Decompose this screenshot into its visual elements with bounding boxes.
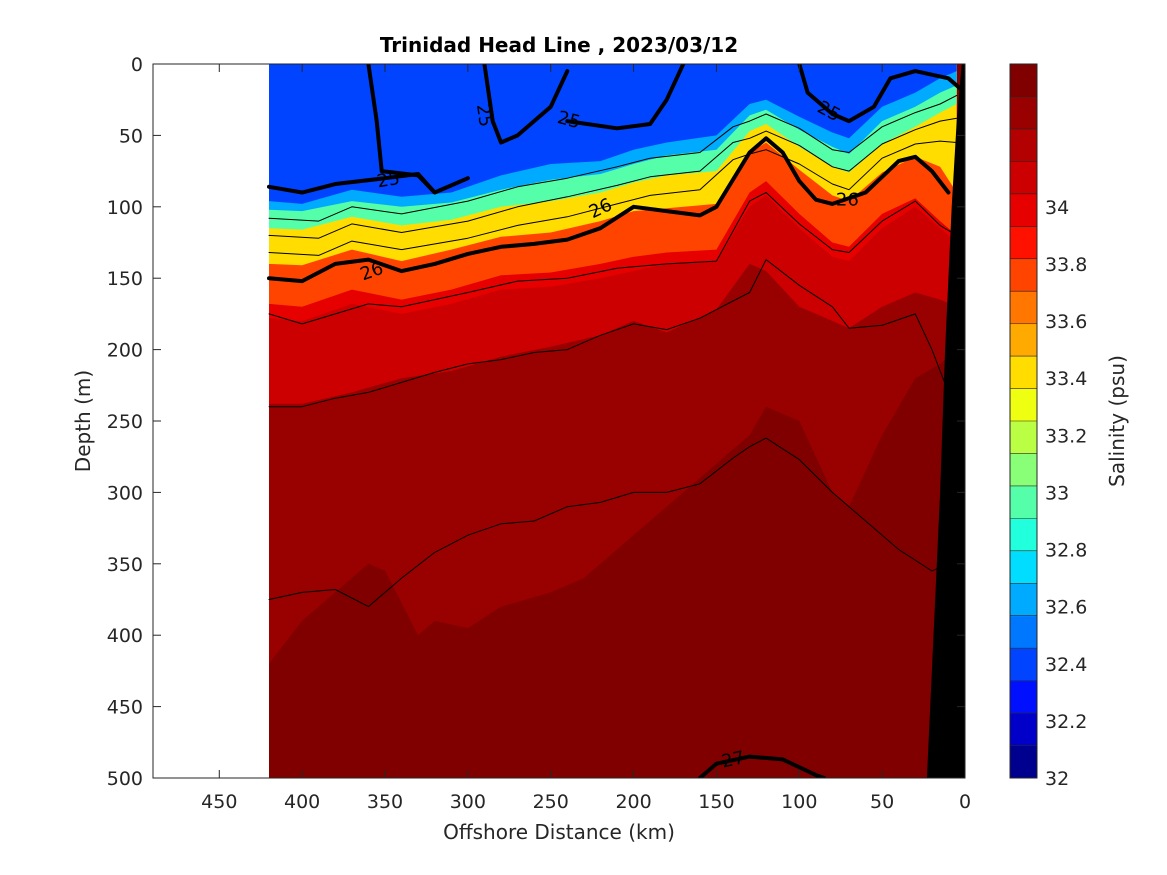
colorbar-bin (1010, 128, 1037, 162)
density-contour-bold (267, 136, 951, 284)
y-axis-title: Depth (m) (71, 370, 95, 472)
colorbar-tick-label: 32.6 (1045, 597, 1087, 619)
density-contour-thin (268, 259, 949, 408)
bottom-bathymetry (926, 64, 965, 778)
density-contour-thin (268, 94, 958, 222)
y-axis-ticks: 0 50 100 150 200 250 300 350 400 450 500 (107, 54, 965, 790)
colorbar-tick-label: 32 (1045, 768, 1069, 790)
density-contour-thin (268, 140, 958, 256)
contour-label: 27 (720, 747, 747, 772)
colorbar-bin (1010, 96, 1037, 130)
density-contour-bold (482, 64, 570, 145)
colorbar-bin (1010, 226, 1037, 260)
colorbar-bin (1010, 388, 1037, 422)
x-tick-label: 350 (367, 791, 403, 813)
bathymetry-shape (926, 64, 965, 778)
x-tick-label: 200 (615, 791, 651, 813)
y-tick-label: 0 (131, 54, 143, 76)
density-contour-lines (267, 64, 965, 778)
colorbar-bin (1010, 258, 1037, 292)
density-contour-bold (797, 64, 965, 124)
colorbar-tick-label: 32.2 (1045, 711, 1087, 733)
density-contour-bold (267, 172, 470, 195)
colorbar-bin (1010, 550, 1037, 584)
colorbar-bin (1010, 615, 1037, 649)
x-tick-label: 150 (698, 791, 734, 813)
y-tick-label: 450 (107, 697, 143, 719)
colorbar-frame (1009, 63, 1038, 779)
chart-title: Trinidad Head Line , 2023/03/12 (380, 33, 738, 57)
colorbar-bin (1010, 356, 1037, 390)
y-tick-label: 150 (107, 268, 143, 290)
density-contour-bold (366, 64, 437, 195)
colorbar-bin (1010, 745, 1037, 779)
y-tick-label: 250 (107, 411, 143, 433)
y-tick-label: 50 (119, 125, 143, 147)
x-tick-label: 400 (284, 791, 320, 813)
y-tick-label: 300 (107, 482, 143, 504)
colorbar: 32 32.2 32.4 32.6 32.8 33 33.2 33.4 33.6 33.8 34 (1009, 63, 1087, 790)
colorbar-tick-label: 33.6 (1045, 311, 1087, 333)
salinity-fill-layers (269, 64, 965, 778)
fill-layer (467, 635, 949, 778)
colorbar-tick-label: 32.8 (1045, 540, 1087, 562)
x-axis-ticks: 450 400 350 300 250 200 150 100 50 0 (201, 64, 971, 813)
y-tick-label: 350 (107, 554, 143, 576)
density-contour-thin (268, 437, 949, 608)
colorbar-bin (1010, 453, 1037, 487)
density-contour-thin (268, 117, 958, 239)
x-axis-title: Offshore Distance (km) (443, 820, 675, 844)
contour-label: 26 (836, 190, 859, 211)
y-tick-label: 100 (107, 197, 143, 219)
colorbar-bin (1010, 161, 1037, 195)
y-tick-label: 500 (107, 768, 143, 790)
y-tick-label: 400 (107, 625, 143, 647)
colorbar-bin (1010, 518, 1037, 552)
density-contour-bold (697, 754, 827, 778)
x-tick-label: 450 (201, 791, 237, 813)
colorbar-bin (1010, 583, 1037, 617)
colorbar-tick-label: 33 (1045, 482, 1069, 504)
colorbar-tick-label: 33.4 (1045, 368, 1087, 390)
density-contour-thin (268, 192, 958, 325)
x-tick-label: 50 (870, 791, 894, 813)
colorbar-bin (1010, 713, 1037, 747)
x-tick-label: 100 (781, 791, 817, 813)
colorbar-tick-label: 34 (1045, 197, 1069, 219)
fill-layer (269, 64, 957, 204)
colorbar-bin (1010, 421, 1037, 454)
colorbar-bin (1010, 680, 1037, 714)
colorbar-title: Salinity (psu) (1105, 355, 1129, 487)
x-tick-label: 300 (450, 791, 486, 813)
y-tick-label: 200 (107, 340, 143, 362)
x-tick-label: 0 (959, 791, 971, 813)
contour-label: 25 (472, 103, 496, 129)
colorbar-bin (1010, 323, 1037, 357)
x-tick-label: 250 (533, 791, 569, 813)
colorbar-bin (1010, 193, 1037, 227)
contour-label: 25 (375, 168, 401, 193)
colorbar-tick-label: 33.8 (1045, 254, 1087, 276)
colorbar-tick-label: 33.2 (1045, 425, 1087, 447)
colorbar-bin (1010, 291, 1037, 325)
density-contour-bold (565, 64, 686, 131)
colorbar-tick-label: 32.4 (1045, 654, 1087, 676)
colorbar-bin (1010, 64, 1037, 97)
colorbar-bin (1010, 648, 1037, 682)
colorbar-bin (1010, 485, 1037, 519)
